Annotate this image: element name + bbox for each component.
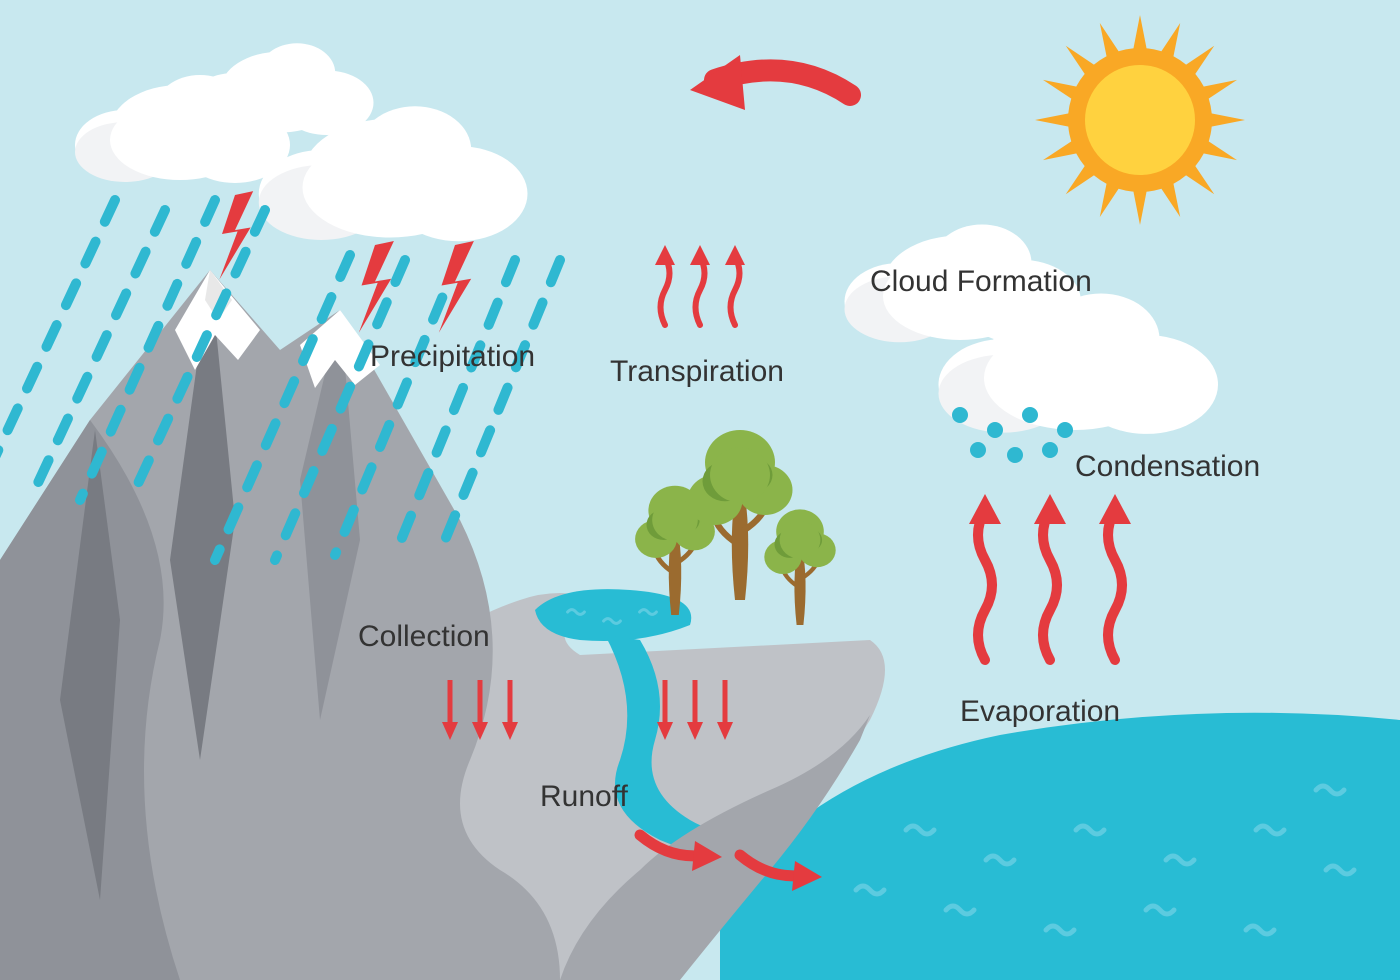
label-precipitation: Precipitation xyxy=(370,340,535,374)
label-collection: Collection xyxy=(358,620,490,654)
label-cloud-formation: Cloud Formation xyxy=(870,265,1092,299)
label-evaporation: Evaporation xyxy=(960,695,1120,729)
label-condensation: Condensation xyxy=(1075,450,1260,484)
label-runoff: Runoff xyxy=(540,780,628,814)
sun-icon xyxy=(1035,15,1245,225)
label-transpiration: Transpiration xyxy=(610,355,784,389)
water-cycle-diagram: Precipitation Transpiration Cloud Format… xyxy=(0,0,1400,980)
diagram-svg xyxy=(0,0,1400,980)
